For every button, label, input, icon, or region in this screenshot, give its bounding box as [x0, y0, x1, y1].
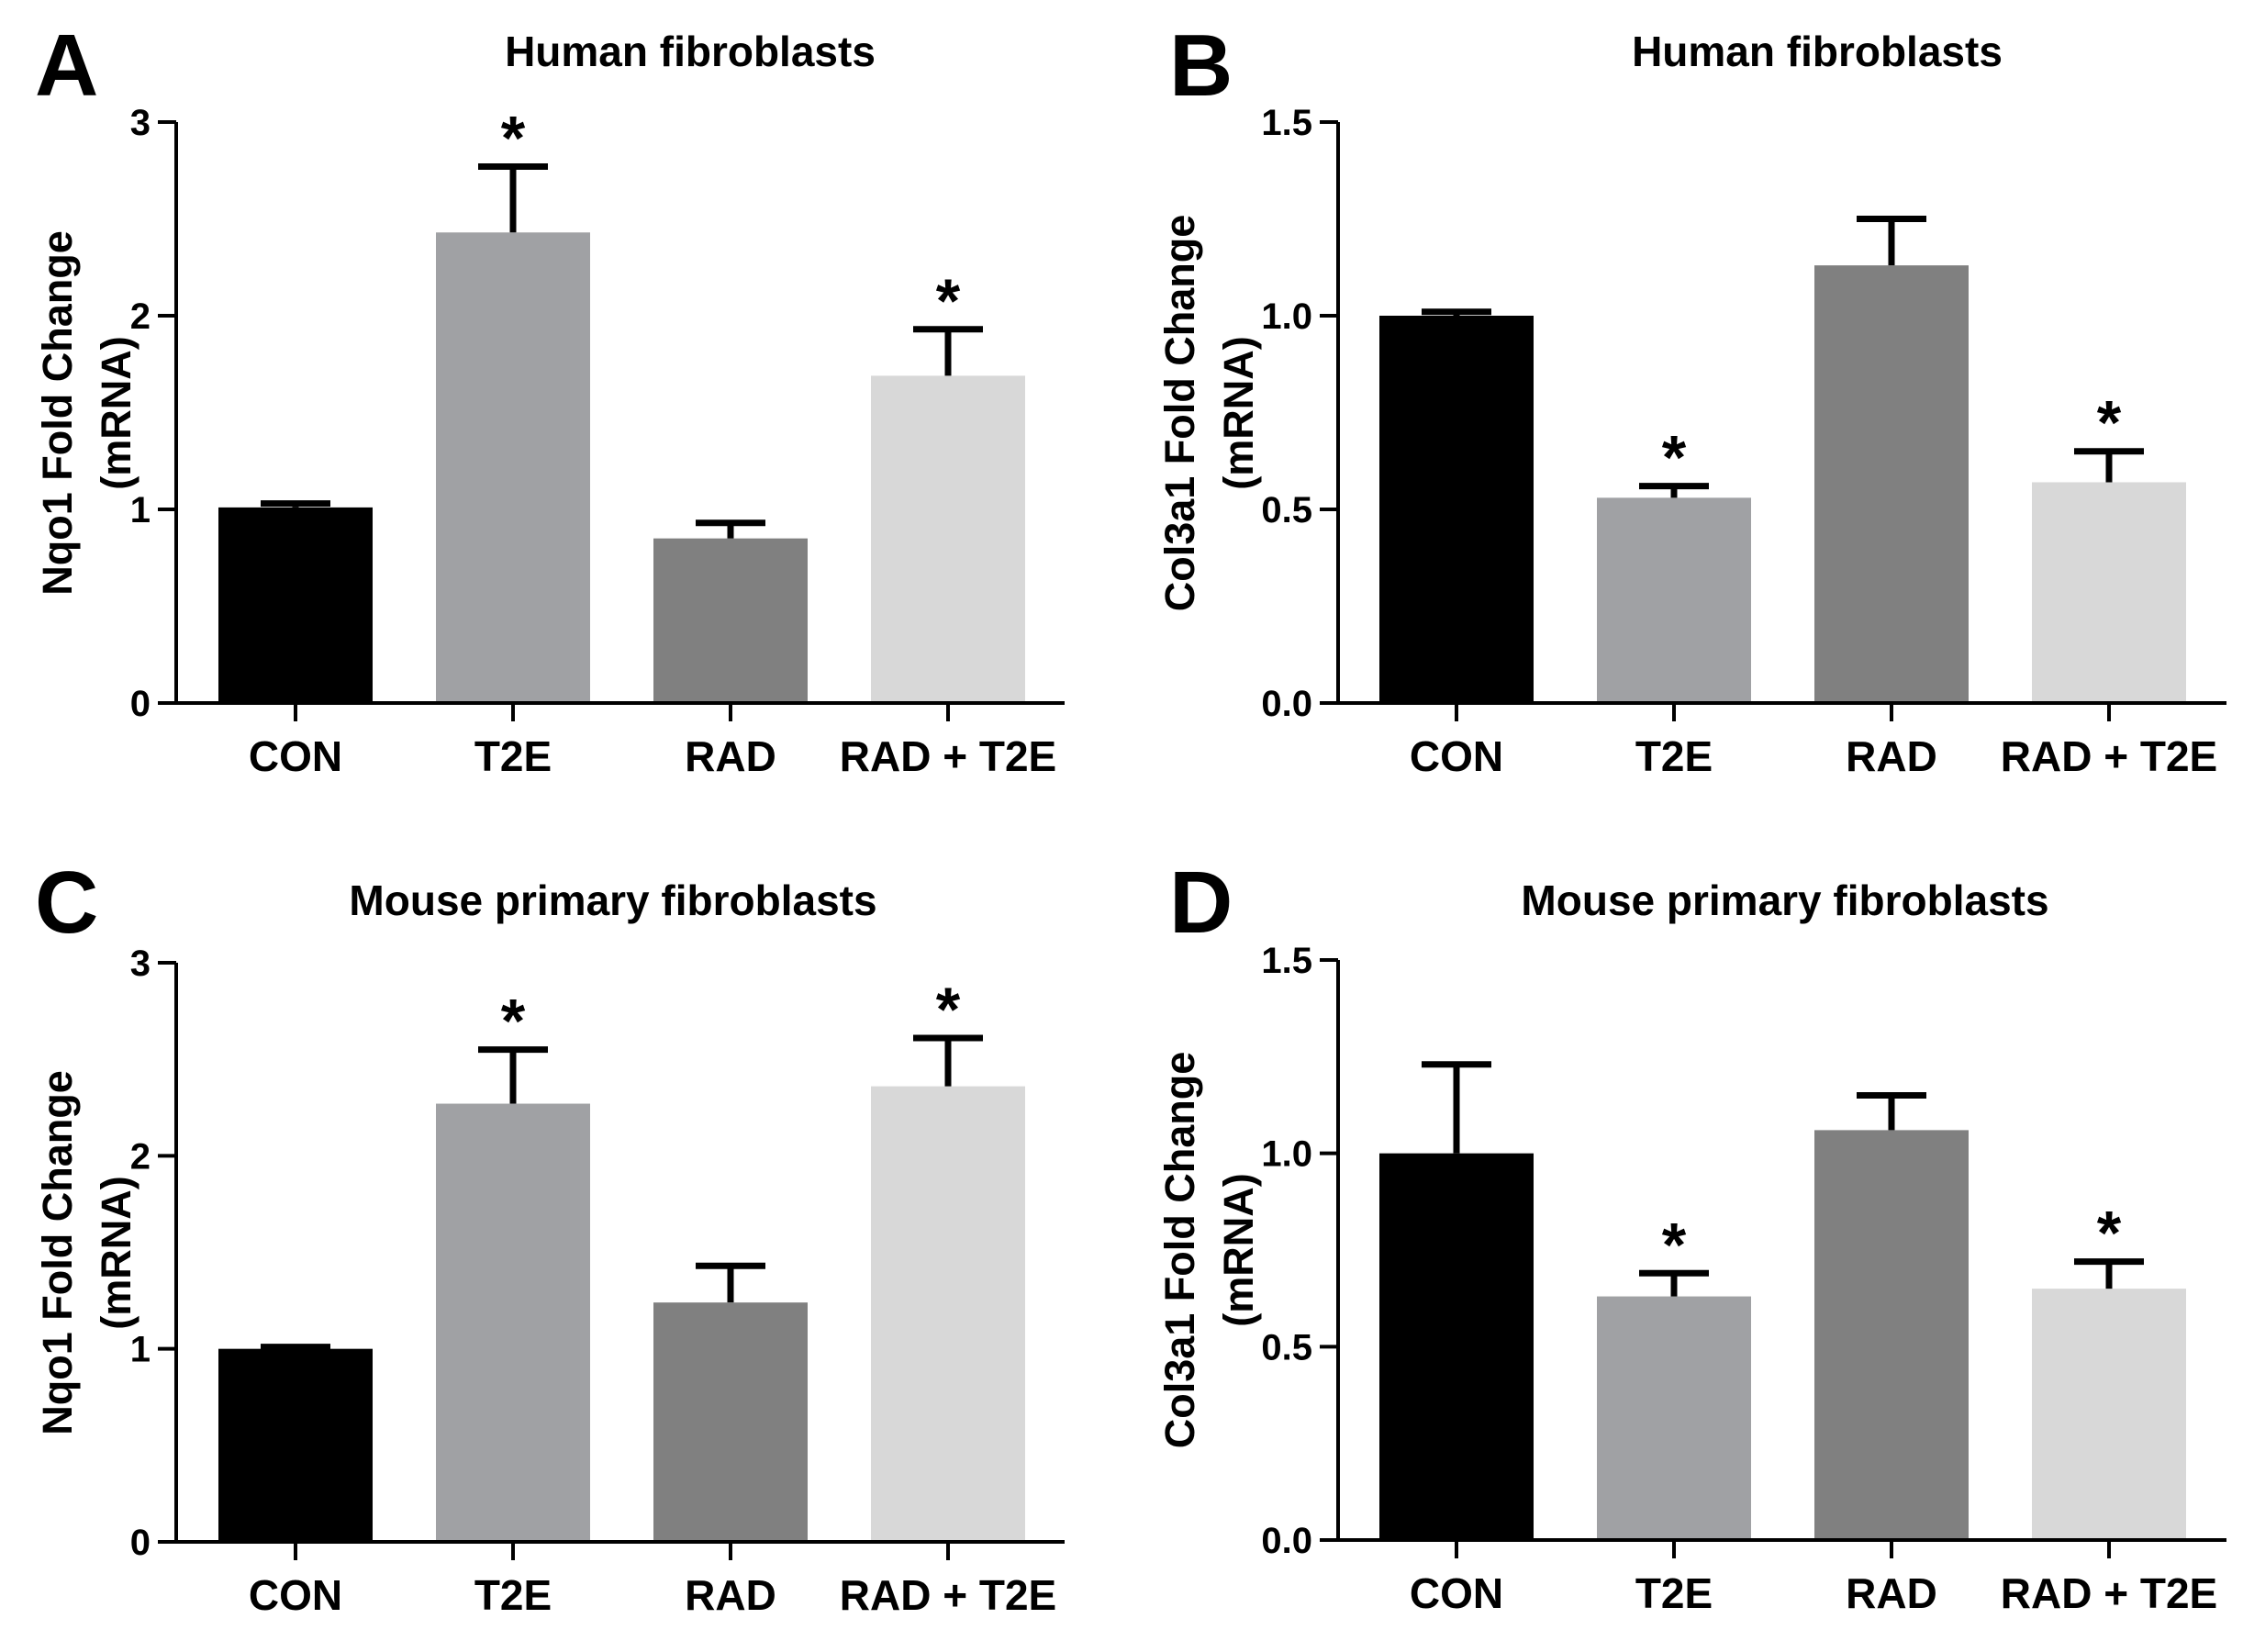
bar-a-2 — [653, 538, 808, 703]
significance-star-c-3: * — [936, 975, 961, 1044]
significance-star-d-3: * — [2097, 1199, 2122, 1268]
bar-c-3 — [871, 1086, 1025, 1542]
y-axis-title-line1-d: Col3a1 Fold Change — [1156, 1052, 1203, 1449]
chart-panel-b: Human fibroblasts Col3a1 Fold Change (mRNA… — [1156, 28, 2226, 780]
y-axis-title-line1-a: Nqo1 Fold Change — [34, 230, 81, 596]
y-axis-title-line2-b: (mRNA) — [1215, 336, 1262, 489]
y-axis-title-line2-d: (mRNA) — [1215, 1173, 1262, 1326]
bar-b-0 — [1379, 316, 1534, 703]
category-label-a-2: RAD — [685, 732, 776, 780]
bar-a-3 — [871, 375, 1025, 703]
y-tick-label-b-0: 0.0 — [1261, 684, 1312, 724]
panel-letter-c: C — [35, 854, 98, 952]
category-label-c-1: T2E — [474, 1571, 552, 1619]
category-label-c-2: RAD — [685, 1571, 776, 1619]
category-label-b-0: CON — [1410, 732, 1503, 780]
y-axis-title-line2-c: (mRNA) — [93, 1176, 139, 1329]
chart-title-a: Human fibroblasts — [505, 28, 876, 75]
category-label-d-3: RAD + T2E — [2001, 1569, 2217, 1617]
y-tick-label-a-3: 3 — [130, 103, 151, 143]
y-tick-label-d-0: 0.0 — [1261, 1521, 1312, 1561]
category-label-a-0: CON — [249, 732, 342, 780]
bar-d-3 — [2032, 1289, 2186, 1540]
chart-title-c: Mouse primary fibroblasts — [349, 876, 876, 924]
y-tick-label-b-1: 0.5 — [1261, 490, 1312, 530]
bar-c-2 — [653, 1302, 808, 1542]
significance-star-a-1: * — [501, 104, 526, 173]
y-axis-title-line2-a: (mRNA) — [93, 336, 139, 489]
significance-star-b-3: * — [2097, 388, 2122, 458]
y-axis-title-line1-c: Nqo1 Fold Change — [34, 1070, 81, 1435]
category-label-d-1: T2E — [1635, 1569, 1713, 1617]
y-tick-label-a-1: 1 — [130, 490, 151, 530]
chart-panel-c: Mouse primary fibroblasts Nqo1 Fold Chang… — [34, 876, 1065, 1619]
category-label-a-3: RAD + T2E — [840, 732, 1056, 780]
category-label-d-0: CON — [1410, 1569, 1503, 1617]
bar-c-1 — [436, 1103, 590, 1542]
panel-letter-a: A — [35, 17, 98, 115]
significance-star-d-1: * — [1662, 1210, 1687, 1279]
bar-d-2 — [1814, 1130, 1969, 1540]
panel-letter-b: B — [1169, 17, 1233, 115]
chart-panel-d: Mouse primary fibroblasts Col3a1 Fold Cha… — [1156, 876, 2226, 1617]
category-label-c-0: CON — [249, 1571, 342, 1619]
bar-a-1 — [436, 232, 590, 703]
y-tick-label-b-3: 1.5 — [1261, 103, 1312, 143]
bar-b-1 — [1597, 497, 1751, 703]
y-tick-label-a-2: 2 — [130, 296, 151, 337]
category-label-d-2: RAD — [1846, 1569, 1937, 1617]
y-tick-label-c-0: 0 — [130, 1523, 151, 1563]
y-tick-label-d-2: 1.0 — [1261, 1134, 1312, 1175]
y-tick-label-d-3: 1.5 — [1261, 941, 1312, 981]
category-label-b-2: RAD — [1846, 732, 1937, 780]
y-tick-label-a-0: 0 — [130, 684, 151, 724]
panel-letter-d: D — [1169, 854, 1233, 952]
charts-container: Human fibroblasts Nqo1 Fold Change (mRNA) *… — [34, 28, 2226, 1619]
y-tick-label-c-1: 1 — [130, 1330, 151, 1370]
significance-star-a-3: * — [936, 266, 961, 336]
y-tick-label-d-1: 0.5 — [1261, 1327, 1312, 1367]
category-label-b-3: RAD + T2E — [2001, 732, 2217, 780]
significance-star-b-1: * — [1662, 423, 1687, 493]
significance-star-c-1: * — [501, 987, 526, 1056]
bar-c-0 — [218, 1348, 373, 1542]
bar-d-0 — [1379, 1153, 1534, 1540]
chart-panel-a: Human fibroblasts Nqo1 Fold Change (mRNA) *… — [34, 28, 1065, 780]
bar-d-1 — [1597, 1296, 1751, 1540]
chart-title-b: Human fibroblasts — [1632, 28, 2003, 75]
bar-a-0 — [218, 507, 373, 703]
y-tick-label-b-2: 1.0 — [1261, 296, 1312, 337]
chart-title-d: Mouse primary fibroblasts — [1521, 876, 2048, 924]
category-label-c-3: RAD + T2E — [840, 1571, 1056, 1619]
bar-b-3 — [2032, 482, 2186, 703]
bar-b-2 — [1814, 265, 1969, 703]
y-axis-title-line1-b: Col3a1 Fold Change — [1156, 215, 1203, 612]
category-label-a-1: T2E — [474, 732, 552, 780]
y-tick-label-c-3: 3 — [130, 943, 151, 984]
y-tick-label-c-2: 2 — [130, 1136, 151, 1177]
category-label-b-1: T2E — [1635, 732, 1713, 780]
